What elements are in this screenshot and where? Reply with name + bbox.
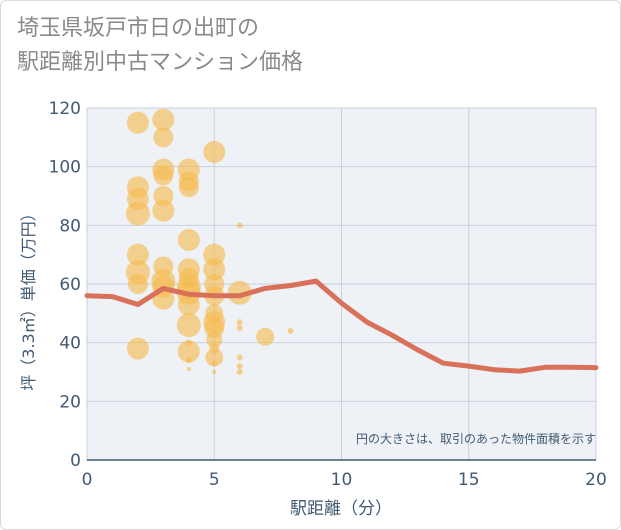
page-title: 埼玉県坂戸市日の出町の 駅距離別中古マンション価格 — [17, 12, 303, 80]
bubble-point-40 — [206, 331, 223, 348]
bubble-point-51 — [236, 369, 243, 375]
y-axis-label: 坪（3.3㎡）単価（万円） — [19, 205, 38, 390]
y-tick-label-3: 60 — [59, 275, 81, 295]
x-tick-label-0: 0 — [82, 470, 93, 490]
bubble-point-13 — [152, 199, 175, 222]
bubble-point-44 — [212, 370, 217, 374]
tick-labels: 0 20 40 60 80 100 120 0 5 10 15 20 — [49, 99, 607, 490]
bubble-point-49 — [236, 354, 243, 361]
x-tick-label-1: 5 — [209, 470, 220, 490]
bubble-point-30 — [185, 357, 192, 364]
bubble-point-6 — [127, 274, 148, 294]
chart-annotation: 円の大きさは、取引のあった物件面積を示す — [356, 431, 596, 446]
y-tick-label-2: 40 — [59, 334, 81, 354]
page-title-line2: 駅距離別中古マンション価格 — [17, 50, 304, 75]
bubble-point-34 — [203, 258, 226, 281]
bubble-point-9 — [153, 127, 174, 148]
bubble-point-29 — [177, 340, 200, 363]
y-tick-label-0: 0 — [70, 451, 81, 471]
bubble-point-53 — [287, 327, 294, 334]
y-tick-label-5: 100 — [49, 158, 81, 178]
bubble-point-0 — [126, 111, 149, 134]
bubble-point-21 — [177, 229, 200, 251]
bubble-point-26 — [177, 293, 200, 316]
bubble-point-52 — [256, 327, 275, 346]
page-title-line1: 埼玉県坂戸市日の出町の — [17, 16, 260, 41]
bubble-point-4 — [126, 243, 149, 266]
bubble-point-7 — [126, 337, 149, 360]
trend-line — [84, 278, 599, 374]
bubble-point-42 — [205, 348, 224, 367]
bubble-point-32 — [203, 141, 226, 163]
bubble-point-50 — [236, 363, 243, 370]
bubble-point-11 — [153, 165, 174, 186]
bubble-point-48 — [236, 325, 243, 331]
bubble-series — [125, 108, 294, 375]
bubble-point-43 — [211, 360, 218, 367]
bubble-point-46 — [227, 280, 252, 305]
x-tick-label-3: 15 — [458, 470, 480, 490]
bubble-point-3 — [125, 201, 150, 226]
bubble-point-39 — [204, 318, 225, 338]
y-tick-label-1: 20 — [59, 392, 81, 412]
x-tick-label-4: 20 — [585, 470, 607, 490]
x-axis-label: 駅距離（分） — [290, 499, 392, 519]
bubble-point-45 — [236, 222, 243, 229]
y-tick-label-4: 80 — [59, 216, 81, 236]
bubble-point-8 — [152, 108, 175, 131]
y-tick-label-6: 120 — [49, 99, 81, 119]
bubble-point-27 — [176, 313, 201, 338]
bubble-point-31 — [186, 367, 191, 372]
bubble-point-47 — [236, 319, 243, 326]
x-tick-label-2: 10 — [331, 470, 353, 490]
bubble-point-20 — [178, 177, 199, 198]
